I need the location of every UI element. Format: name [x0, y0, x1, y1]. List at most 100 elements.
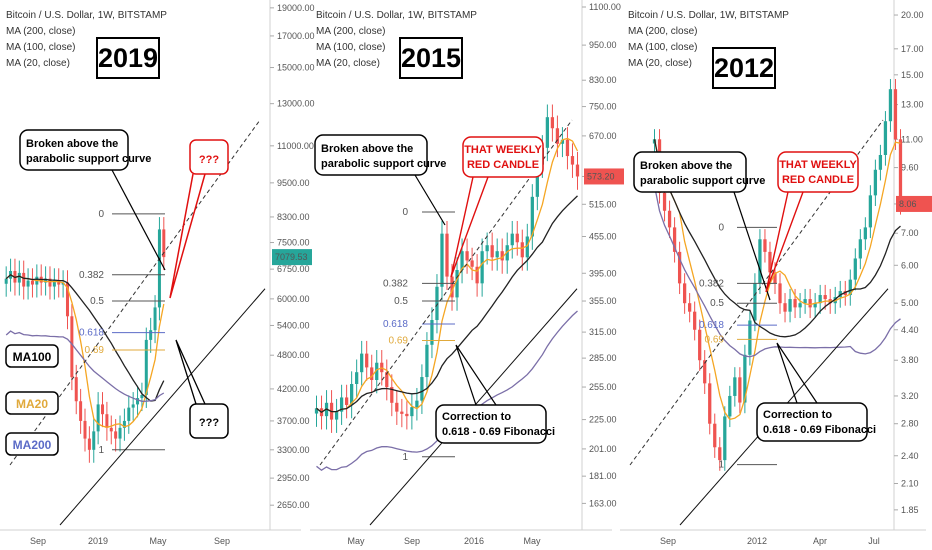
- support-trendline: [59, 288, 266, 526]
- ma100-line: [5, 273, 165, 402]
- y-tick-label: 3.80: [901, 355, 919, 365]
- y-tick-label: 13000.00: [277, 99, 315, 109]
- candle-body: [344, 397, 349, 405]
- y-tick-label: 163.00: [589, 498, 617, 508]
- candle-body: [500, 251, 504, 261]
- candle-body: [149, 330, 153, 340]
- candle-body: [723, 416, 727, 461]
- red-candle-text: THAT WEEKLY: [779, 159, 857, 171]
- candle-body: [118, 427, 122, 439]
- y-tick-label: 7.00: [901, 228, 919, 238]
- candle-body: [136, 398, 140, 405]
- candle-body: [753, 283, 757, 321]
- ma-label: MA20: [16, 397, 48, 411]
- candle-body: [405, 413, 409, 417]
- y-tick-label: 6750.00: [277, 264, 310, 274]
- fib-level-label: 0.382: [79, 270, 104, 281]
- candle-body: [465, 251, 469, 261]
- candle-body: [888, 89, 893, 122]
- candle-body: [114, 431, 118, 439]
- candle-body: [713, 423, 717, 448]
- fib-level-label: 1: [402, 452, 408, 463]
- annotation-text: parabolic support curve: [640, 175, 765, 187]
- y-tick-label: 515.00: [589, 199, 617, 209]
- y-tick-label: 750.00: [589, 102, 617, 112]
- candle-body: [743, 354, 747, 403]
- correction-pointer: [776, 342, 818, 404]
- candle-body: [863, 227, 867, 240]
- correction-text: Correction to: [442, 411, 511, 423]
- candle-body: [893, 89, 898, 140]
- candle-body: [385, 372, 389, 388]
- candle-body: [74, 377, 78, 402]
- legend-entry: MA (20, close): [316, 58, 380, 69]
- chart-title: Bitcoin / U.S. Dollar, 1W, BITSTAMP: [316, 10, 477, 21]
- y-tick-label: 315.00: [589, 327, 617, 337]
- candle-body: [693, 311, 697, 330]
- candle-body: [350, 384, 354, 405]
- fib-level-label: 0: [98, 209, 104, 220]
- y-tick-label: 15000.00: [277, 63, 315, 73]
- y-tick-label: 3.20: [901, 391, 919, 401]
- legend-entry: MA (200, close): [6, 26, 75, 37]
- ma100-line: [653, 139, 901, 338]
- fib-level-label: 0.5: [394, 296, 408, 307]
- x-tick-label: May: [523, 536, 541, 546]
- chart-title: Bitcoin / U.S. Dollar, 1W, BITSTAMP: [6, 10, 167, 21]
- correction-text: Correction to: [763, 409, 832, 421]
- candle-body: [430, 320, 434, 345]
- candle-body: [718, 447, 722, 461]
- annotation-pointer: [414, 174, 446, 226]
- legend-entry: MA (20, close): [6, 58, 70, 69]
- annotation-box: [633, 151, 747, 193]
- ma-label-box: [5, 344, 59, 368]
- candle-body: [898, 139, 903, 204]
- candle-body: [79, 401, 83, 421]
- candle-body: [868, 195, 873, 228]
- candle-body: [733, 377, 737, 396]
- annotation-text: parabolic support curve: [26, 153, 151, 165]
- x-tick-label: Sep: [214, 536, 230, 546]
- candle-body: [738, 377, 742, 403]
- question-label: ???: [199, 417, 219, 429]
- candle-body: [560, 139, 565, 144]
- candle-body: [445, 233, 449, 277]
- candle-body: [485, 245, 489, 252]
- red-candle-box: [462, 136, 544, 178]
- candle-body: [662, 192, 667, 211]
- fib-level-label: 0: [402, 207, 408, 218]
- candle-body: [758, 239, 762, 284]
- fib-level-label: 0.69: [705, 334, 725, 345]
- correction-box: [435, 404, 547, 444]
- fib-level-label: 0.382: [699, 278, 724, 289]
- panel-2019: 19000.00 17000.00 15000.00 13000.00 11000.00…: [0, 0, 315, 546]
- x-tick-label: Apr: [813, 536, 827, 546]
- candle-body: [698, 329, 702, 361]
- candle-body: [122, 420, 126, 428]
- candle-body: [455, 269, 459, 298]
- y-tick-label: 4800.00: [277, 350, 310, 360]
- red-candle-text: RED CANDLE: [467, 159, 539, 171]
- candle-body: [535, 164, 539, 197]
- x-tick-label: 2012: [747, 536, 767, 546]
- year-label-box: [399, 37, 463, 79]
- candle-body: [425, 344, 429, 378]
- candle-body: [575, 164, 580, 177]
- y-tick-label: 5400.00: [277, 320, 310, 330]
- x-tick-label: Jul: [868, 536, 880, 546]
- candle-body: [838, 291, 842, 298]
- fib-level-label: 0.69: [85, 345, 105, 356]
- candle-body: [440, 233, 444, 287]
- candle-body: [703, 360, 707, 384]
- y-tick-label: 3300.00: [277, 445, 310, 455]
- x-tick-label: 2016: [464, 536, 484, 546]
- candle-body: [87, 438, 91, 450]
- y-tick-label: 11.00: [901, 134, 923, 144]
- candle-body: [30, 280, 34, 285]
- candle-body: [314, 408, 319, 414]
- fib-level-label: 1: [718, 460, 724, 471]
- candle-body: [140, 395, 144, 399]
- y-tick-label: 1100.00: [589, 2, 621, 12]
- candle-body: [728, 395, 732, 417]
- candle-body: [375, 362, 379, 381]
